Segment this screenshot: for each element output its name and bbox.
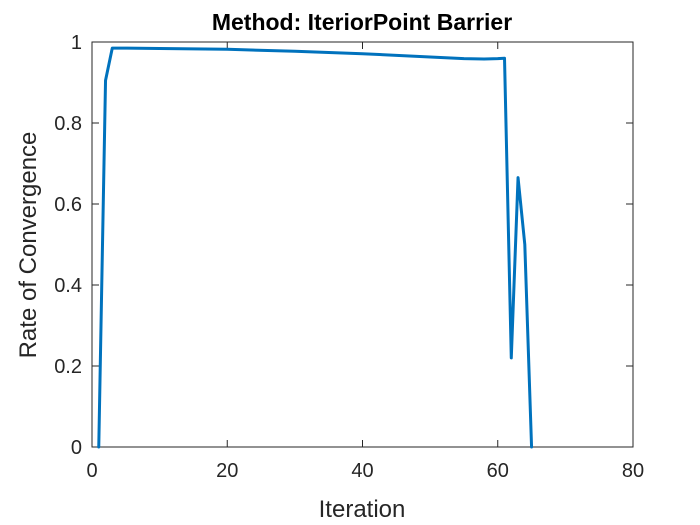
axis-ticks: 0 20 40 60 80 0 0.2 0.4 0.6 0.8 1 bbox=[54, 32, 644, 482]
x-tick-label: 80 bbox=[622, 460, 644, 482]
plot-area bbox=[91, 41, 634, 448]
x-tick-label: 0 bbox=[86, 460, 97, 482]
chart-title: Method: IteriorPoint Barrier bbox=[212, 9, 512, 35]
y-tick-label: 0.6 bbox=[54, 194, 82, 216]
x-tick-label: 20 bbox=[216, 460, 238, 482]
y-axis-label: Rate of Convergence bbox=[15, 132, 42, 359]
plot-frame bbox=[91, 41, 634, 448]
x-tick-label: 40 bbox=[351, 460, 373, 482]
y-tick-label: 0.8 bbox=[54, 113, 82, 135]
series-line bbox=[97, 46, 534, 449]
y-tick-label: 0.4 bbox=[54, 275, 82, 297]
y-tick-label: 1 bbox=[71, 32, 82, 54]
series-layer bbox=[97, 46, 534, 449]
x-tick-label: 60 bbox=[487, 460, 509, 482]
y-tick-label: 0 bbox=[71, 437, 82, 459]
x-axis-label: Iteration bbox=[319, 496, 406, 523]
y-tick-label: 0.2 bbox=[54, 356, 82, 378]
